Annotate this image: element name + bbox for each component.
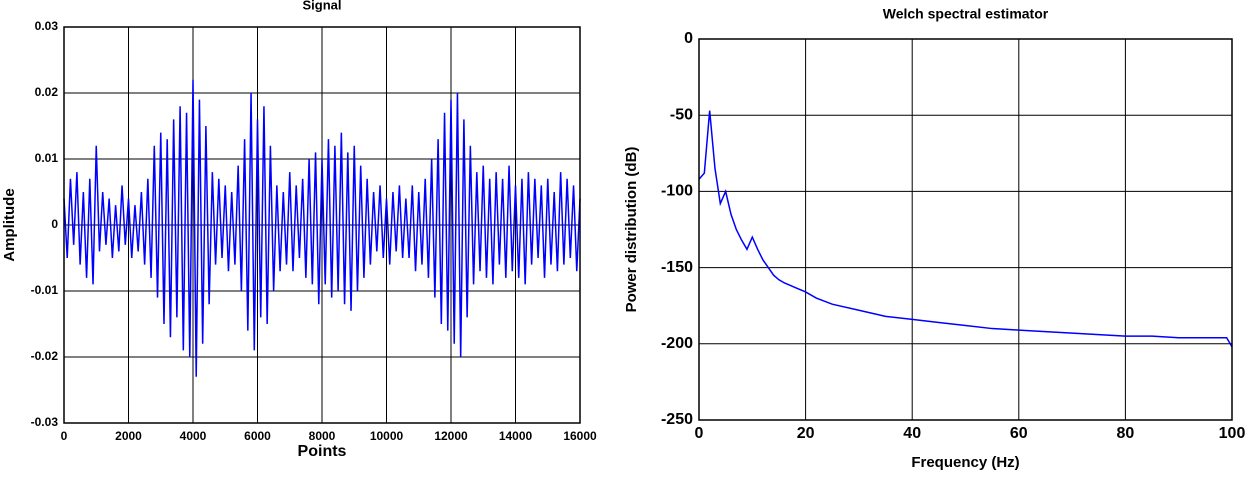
x-tick-label: 12000 <box>434 429 468 443</box>
data-line <box>698 110 1233 348</box>
x-tick-label: 20 <box>797 425 815 442</box>
x-tick-label: 60 <box>1010 425 1028 442</box>
y-tick-label: 0.02 <box>35 85 59 99</box>
x-axis-label: Points <box>298 443 347 460</box>
x-tick-label: 0 <box>61 429 68 443</box>
y-tick-label: 0 <box>51 217 58 231</box>
x-tick-label: 16000 <box>563 429 597 443</box>
x-axis-label: Frequency (Hz) <box>911 454 1019 471</box>
x-tick-label: 100 <box>1219 425 1246 442</box>
y-tick-label: -200 <box>661 335 693 352</box>
y-tick-label: -150 <box>661 259 693 276</box>
x-tick-label: 2000 <box>115 429 142 443</box>
x-tick-label: 4000 <box>180 429 207 443</box>
y-tick-label: -50 <box>670 106 693 123</box>
y-tick-label: 0.03 <box>35 19 59 33</box>
x-tick-label: 10000 <box>370 429 404 443</box>
plot-frame <box>698 38 1233 421</box>
y-tick-label: -250 <box>661 411 693 428</box>
y-axis-label: Power distribution (dB) <box>623 147 640 313</box>
plot-frame <box>63 26 581 424</box>
data-line <box>63 79 581 377</box>
y-tick-label: 0.01 <box>35 151 59 165</box>
x-tick-label: 40 <box>903 425 921 442</box>
x-tick-label: 80 <box>1117 425 1135 442</box>
y-tick-label: -0.01 <box>31 283 59 297</box>
x-tick-label: 8000 <box>309 429 336 443</box>
y-tick-label: 0 <box>684 30 693 47</box>
y-tick-label: -0.03 <box>31 415 59 429</box>
chart-title: Welch spectral estimator <box>883 6 1049 22</box>
x-tick-label: 6000 <box>244 429 271 443</box>
chart-title: Signal <box>302 0 341 12</box>
y-tick-label: -0.02 <box>31 349 59 363</box>
x-tick-label: 14000 <box>499 429 533 443</box>
x-tick-label: 0 <box>695 425 704 442</box>
y-tick-label: -100 <box>661 183 693 200</box>
y-axis-label: Amplitude <box>1 188 18 261</box>
